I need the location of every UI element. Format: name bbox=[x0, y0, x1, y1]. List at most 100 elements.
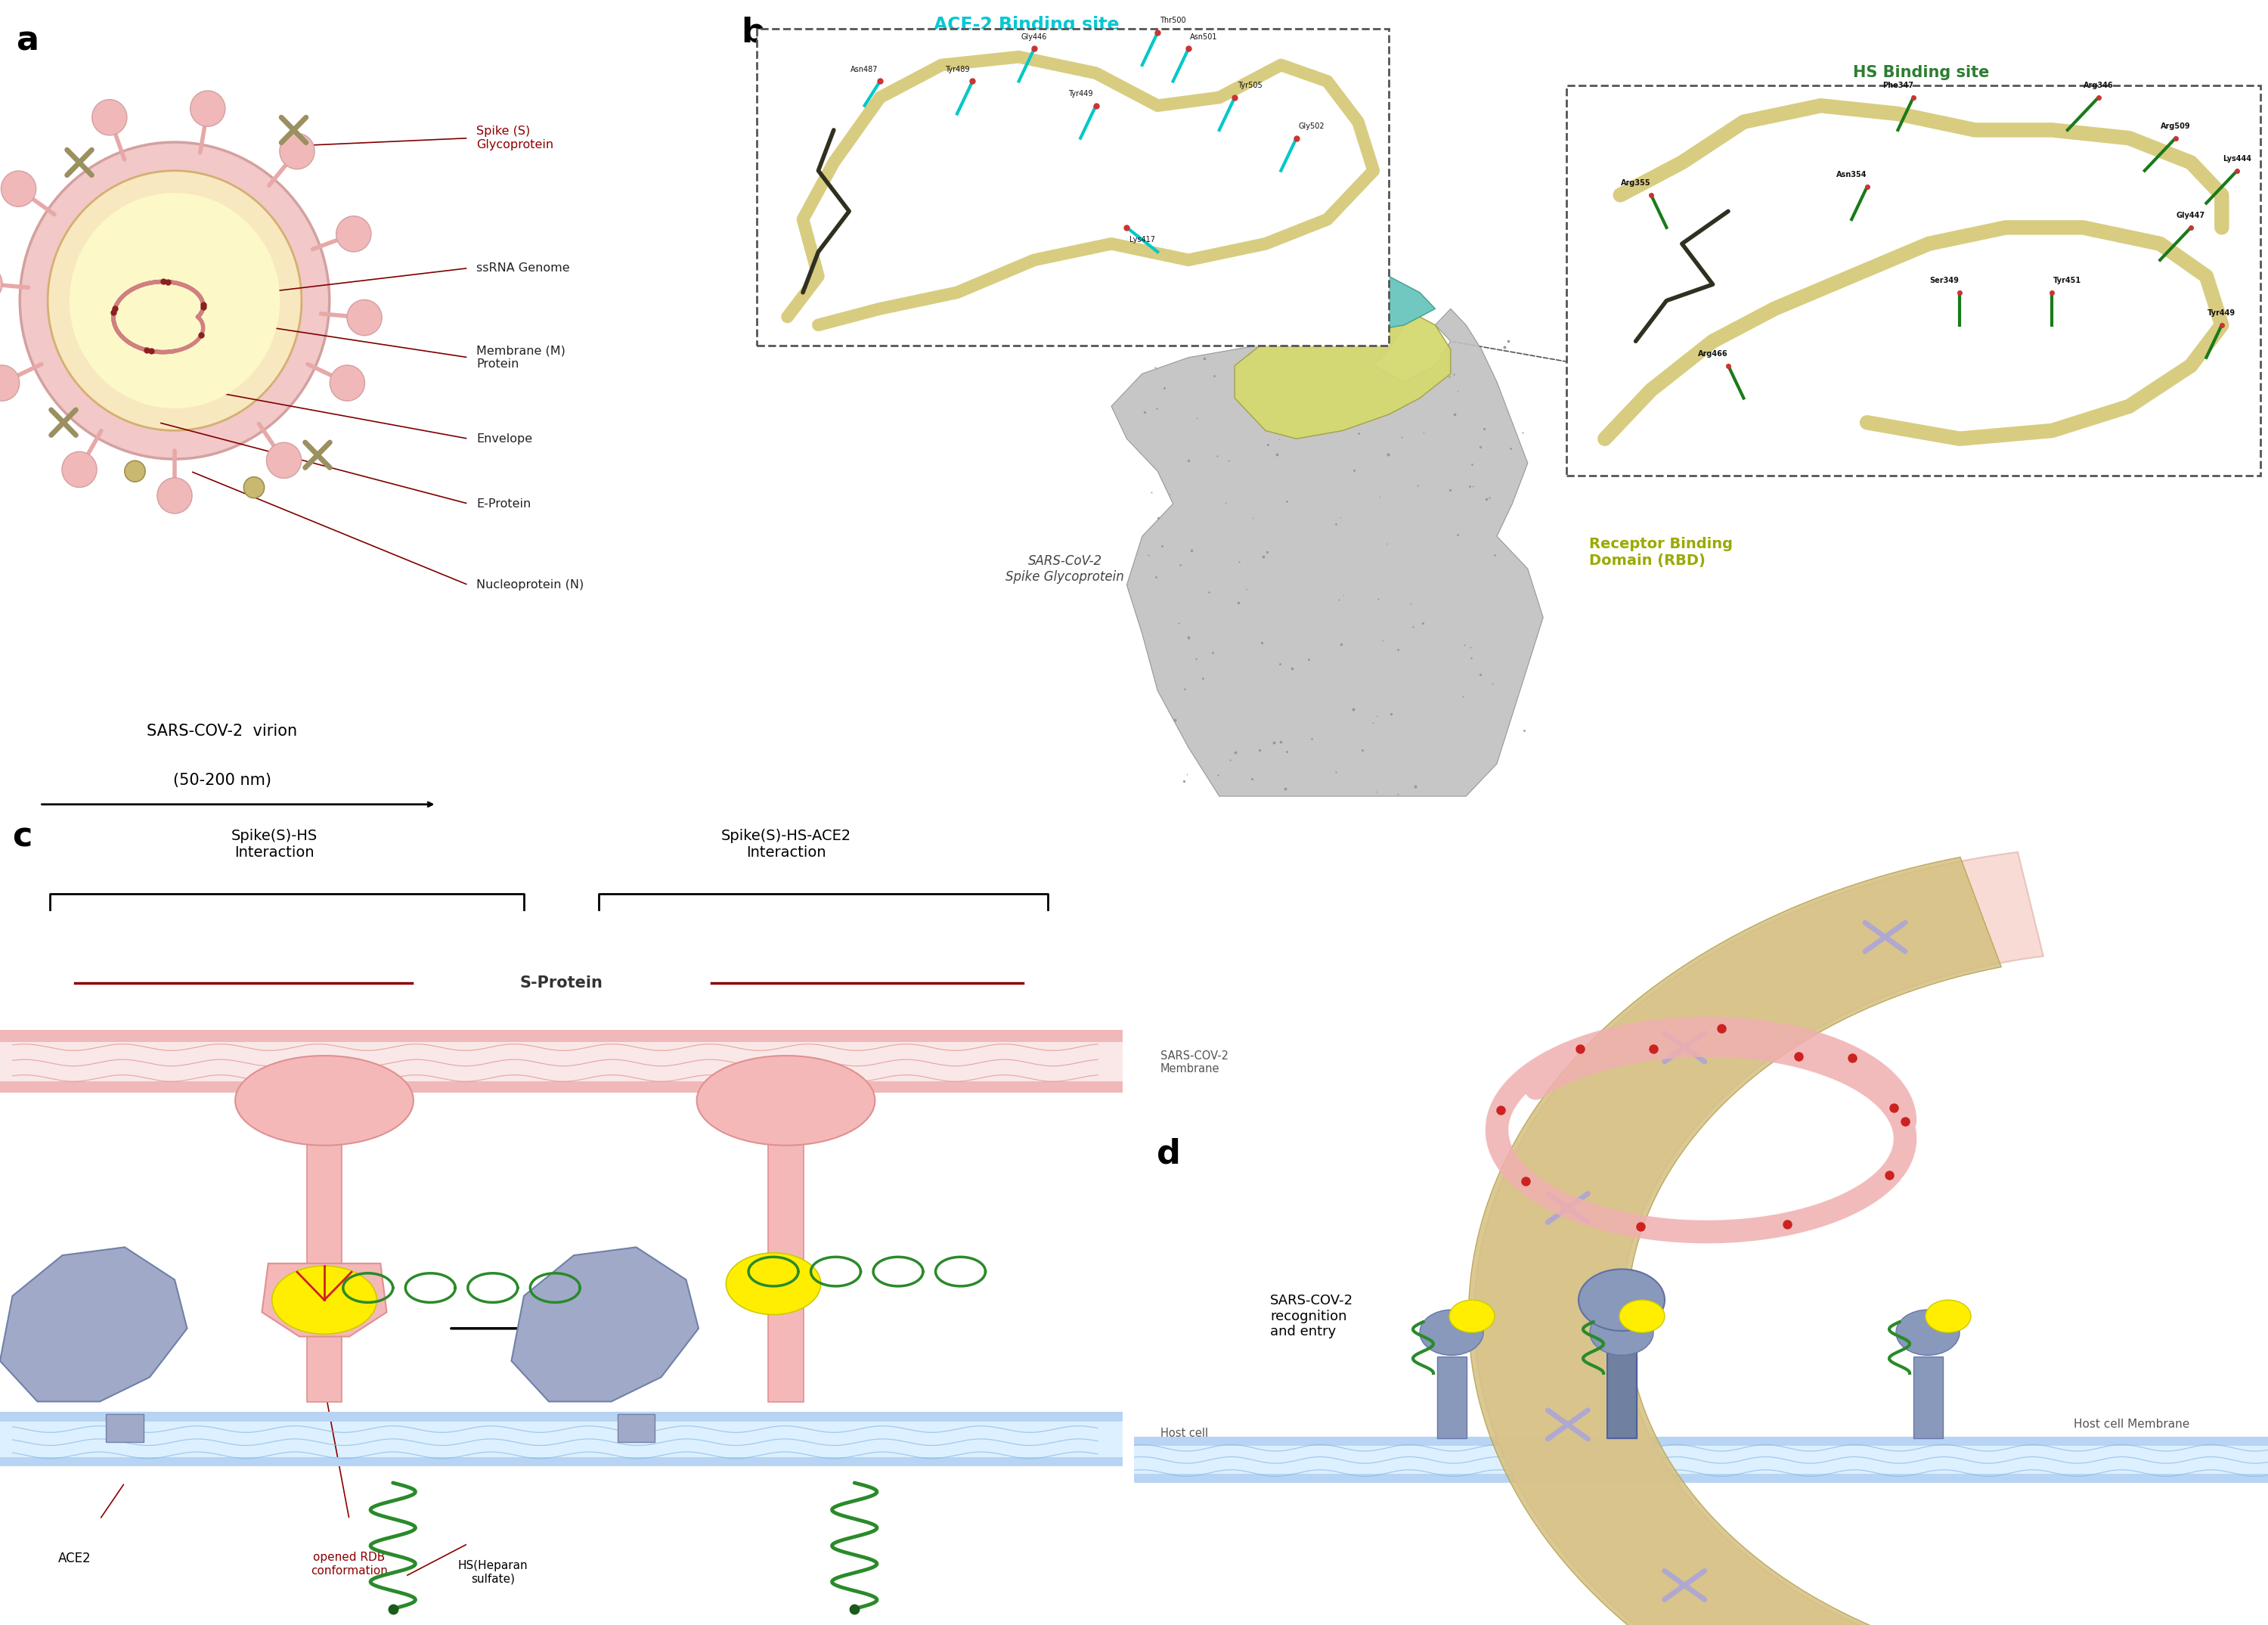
Bar bbox=[0, 1030, 1123, 1042]
Polygon shape bbox=[696, 1056, 875, 1146]
Text: ACE2: ACE2 bbox=[59, 1552, 91, 1565]
Circle shape bbox=[1449, 1300, 1495, 1332]
Text: Gly446: Gly446 bbox=[1021, 33, 1048, 41]
Text: -binding: -binding bbox=[528, 1311, 581, 1324]
Bar bbox=[0, 1042, 1123, 1082]
Text: b: b bbox=[742, 16, 764, 49]
Text: Envelope: Envelope bbox=[476, 434, 533, 444]
Bar bbox=[107, 1414, 143, 1443]
Text: a: a bbox=[16, 24, 39, 57]
Text: HS(Heparan
sulfate): HS(Heparan sulfate) bbox=[458, 1560, 528, 1584]
Polygon shape bbox=[1234, 309, 1452, 439]
Circle shape bbox=[0, 366, 20, 401]
Bar bbox=[1912, 1357, 1941, 1438]
Circle shape bbox=[1896, 1310, 1960, 1355]
Bar bbox=[1606, 1316, 1637, 1438]
Text: SARS-COV-2
recognition
and entry: SARS-COV-2 recognition and entry bbox=[1270, 1294, 1354, 1339]
Circle shape bbox=[347, 299, 381, 335]
Text: Lys417: Lys417 bbox=[1129, 236, 1154, 244]
Circle shape bbox=[272, 1266, 376, 1334]
Text: Thr500: Thr500 bbox=[1159, 16, 1186, 24]
Text: Arg346: Arg346 bbox=[2084, 81, 2114, 89]
Polygon shape bbox=[1311, 276, 1436, 333]
Circle shape bbox=[20, 143, 329, 458]
Bar bbox=[306, 1112, 342, 1401]
Text: Asn487: Asn487 bbox=[850, 65, 878, 73]
Text: Tyr505: Tyr505 bbox=[1238, 81, 1263, 89]
Text: S-Protein: S-Protein bbox=[519, 975, 603, 991]
Text: c: c bbox=[14, 821, 32, 853]
Bar bbox=[1606, 1357, 1637, 1438]
Circle shape bbox=[279, 133, 315, 169]
Text: ACE2: ACE2 bbox=[538, 1287, 572, 1300]
Circle shape bbox=[1619, 1300, 1665, 1332]
Text: Spike (S)
Glycoprotein: Spike (S) Glycoprotein bbox=[476, 125, 553, 151]
Text: Tyr449: Tyr449 bbox=[1068, 89, 1093, 98]
Circle shape bbox=[726, 1253, 821, 1315]
Circle shape bbox=[336, 216, 372, 252]
Text: opened RDB
conformation: opened RDB conformation bbox=[311, 1552, 388, 1576]
Bar bbox=[769, 1112, 803, 1401]
Text: SARS-CoV-2
Spike Glycoprotein: SARS-CoV-2 Spike Glycoprotein bbox=[1005, 554, 1125, 583]
Circle shape bbox=[1420, 1310, 1483, 1355]
Text: Phe347: Phe347 bbox=[1882, 81, 1914, 89]
Circle shape bbox=[156, 478, 193, 514]
Circle shape bbox=[125, 461, 145, 481]
Text: SARS-COV-2  virion: SARS-COV-2 virion bbox=[147, 723, 297, 739]
Polygon shape bbox=[1111, 309, 1542, 796]
Circle shape bbox=[48, 171, 302, 431]
Circle shape bbox=[329, 366, 365, 401]
Bar bbox=[0, 1456, 1123, 1466]
Circle shape bbox=[0, 267, 2, 302]
FancyBboxPatch shape bbox=[758, 28, 1388, 344]
Text: Arg466: Arg466 bbox=[1699, 349, 1728, 358]
Text: Lan et al. 2020: Lan et al. 2020 bbox=[787, 320, 860, 332]
Circle shape bbox=[265, 442, 302, 478]
Polygon shape bbox=[513, 1248, 699, 1401]
Circle shape bbox=[93, 99, 127, 135]
Circle shape bbox=[70, 193, 279, 408]
Polygon shape bbox=[1470, 856, 2089, 1625]
Text: d: d bbox=[1157, 1138, 1182, 1170]
Text: Host cell
Membrane: Host cell Membrane bbox=[1161, 1428, 1220, 1453]
Text: Receptor Binding
Domain (RBD): Receptor Binding Domain (RBD) bbox=[1590, 536, 1733, 569]
Text: Gly502: Gly502 bbox=[1300, 122, 1325, 130]
Text: Arg509: Arg509 bbox=[2161, 122, 2191, 130]
Circle shape bbox=[1590, 1310, 1653, 1355]
Text: Spike(S)-HS-ACE2
Interaction: Spike(S)-HS-ACE2 Interaction bbox=[721, 829, 850, 860]
Polygon shape bbox=[263, 1264, 386, 1336]
Circle shape bbox=[1579, 1269, 1665, 1331]
Text: Ser349: Ser349 bbox=[1930, 276, 1960, 284]
Bar bbox=[1134, 1437, 2268, 1446]
Text: ACE-2 Binding site: ACE-2 Binding site bbox=[934, 16, 1120, 34]
Circle shape bbox=[0, 171, 36, 206]
Text: (50-200 nm): (50-200 nm) bbox=[172, 772, 272, 788]
Circle shape bbox=[1926, 1300, 1971, 1332]
Text: Arg355: Arg355 bbox=[1622, 179, 1651, 187]
Bar bbox=[0, 1422, 1123, 1459]
Circle shape bbox=[191, 91, 225, 127]
Text: Nucleoprotein (N): Nucleoprotein (N) bbox=[476, 580, 583, 590]
Bar bbox=[1438, 1357, 1465, 1438]
Bar bbox=[0, 1412, 1123, 1422]
Polygon shape bbox=[1474, 852, 2132, 1625]
Text: Tyr489: Tyr489 bbox=[946, 65, 968, 73]
Text: Asn501: Asn501 bbox=[1191, 33, 1218, 41]
Polygon shape bbox=[0, 1248, 188, 1401]
Text: Tyr451: Tyr451 bbox=[2053, 276, 2082, 284]
Text: Asn354: Asn354 bbox=[1837, 171, 1867, 179]
Text: E-Protein: E-Protein bbox=[476, 499, 531, 509]
Bar bbox=[1134, 1446, 2268, 1476]
FancyBboxPatch shape bbox=[1567, 84, 2261, 475]
Text: Clausen et al. 2020: Clausen et al. 2020 bbox=[1876, 465, 1966, 476]
Text: Host cell Membrane: Host cell Membrane bbox=[2073, 1419, 2191, 1430]
Text: Lys444: Lys444 bbox=[2223, 154, 2252, 162]
Bar bbox=[1134, 1474, 2268, 1482]
Polygon shape bbox=[236, 1056, 413, 1146]
Text: Gly447: Gly447 bbox=[2177, 211, 2204, 219]
Text: Membrane (M)
Protein: Membrane (M) Protein bbox=[476, 344, 565, 370]
Bar bbox=[0, 1082, 1123, 1092]
Bar bbox=[617, 1414, 655, 1443]
Text: ssRNA Genome: ssRNA Genome bbox=[476, 263, 569, 273]
Text: SARS-COV-2
Membrane: SARS-COV-2 Membrane bbox=[1161, 1050, 1229, 1074]
